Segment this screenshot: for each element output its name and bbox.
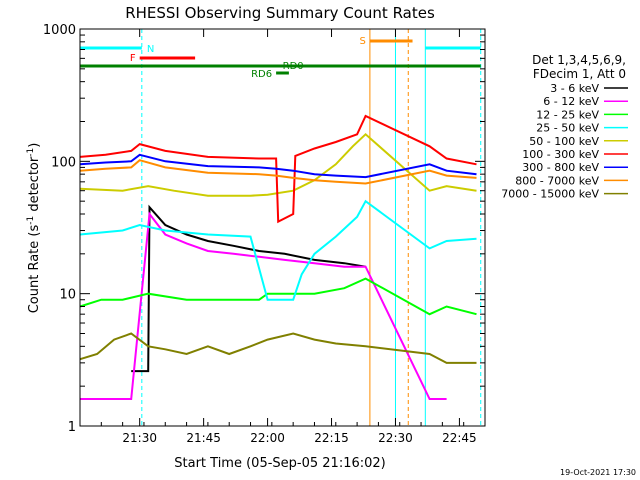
series-line-3-6-kev	[131, 204, 366, 373]
x-tick-label: 22:15	[314, 431, 349, 445]
y-tick-label: 1000	[43, 23, 76, 38]
legend-label-100-300-kev: 100 - 300 keV	[522, 148, 599, 161]
legend-header-line-2: FDecim 1, Att 0	[533, 67, 626, 81]
legend-label-6-12-kev: 6 - 12 keV	[543, 95, 599, 108]
plot-frame	[79, 28, 486, 427]
flag-label-rd0: RD0	[283, 61, 304, 72]
y-tick-label: 100	[51, 155, 76, 170]
x-tick-label: 21:45	[186, 431, 221, 445]
flag-label-n: N	[147, 44, 154, 55]
y-axis-label-tail-sup: -1	[26, 148, 36, 157]
y-axis-label-main: Count Rate (s	[27, 225, 42, 314]
series-line-800-7000-kev	[79, 159, 477, 185]
y-axis-label-tail: detector	[27, 156, 42, 216]
legend-label-3-6-kev: 3 - 6 keV	[550, 82, 599, 95]
legend-header-line-1: Det 1,3,4,5,6,9,	[532, 53, 626, 67]
series-line-7000-15000-kev	[79, 332, 477, 364]
legend-label-12-25-kev: 12 - 25 keV	[536, 108, 599, 121]
legend-label-25-50-kev: 25 - 50 keV	[536, 122, 599, 135]
y-axis-label: Count Rate (s-1 detector-1)	[26, 143, 42, 314]
legend-label-800-7000-kev: 800 - 7000 keV	[515, 174, 599, 187]
x-tick-label: 22:45	[442, 431, 477, 445]
series-line-300-800-kev	[79, 153, 477, 179]
flag-label-f: F	[130, 53, 136, 64]
axis-layer: 21:30 21:45 22:00 22:15 22:30 22:45 1 10 100 1000	[43, 23, 486, 445]
x-tick-label: 22:00	[250, 431, 285, 445]
series-line-100-300-kev	[79, 114, 477, 224]
footer-timestamp: 19-Oct-2021 17:30	[560, 468, 636, 477]
x-axis-label: Start Time (05-Sep-05 21:16:02)	[174, 456, 385, 471]
series-line-25-50-kev	[79, 199, 477, 301]
chart-title: RHESSI Observing Summary Count Rates	[125, 4, 435, 22]
flag-label-rd6: RD6	[251, 69, 272, 80]
flag-label-s: S	[360, 36, 366, 47]
legend: Det 1,3,4,5,6,9, FDecim 1, Att 0 3 - 6 k…	[501, 53, 628, 201]
legend-label-300-800-kev: 300 - 800 keV	[522, 161, 599, 174]
legend-label-7000-15000-kev: 7000 - 15000 keV	[501, 188, 599, 201]
series-line-12-25-kev	[79, 277, 477, 316]
legend-label-50-100-kev: 50 - 100 keV	[529, 135, 599, 148]
x-tick-label: 22:30	[378, 431, 413, 445]
y-axis-label-sup: -1	[26, 216, 36, 225]
data-layer: NF S RD0 RD6	[79, 29, 482, 426]
y-axis-label-close: )	[27, 143, 42, 148]
y-tick-label: 1	[68, 420, 76, 435]
y-tick-label: 10	[59, 288, 76, 303]
series-line-6-12-kev	[80, 211, 447, 400]
x-tick-label: 21:30	[122, 431, 157, 445]
